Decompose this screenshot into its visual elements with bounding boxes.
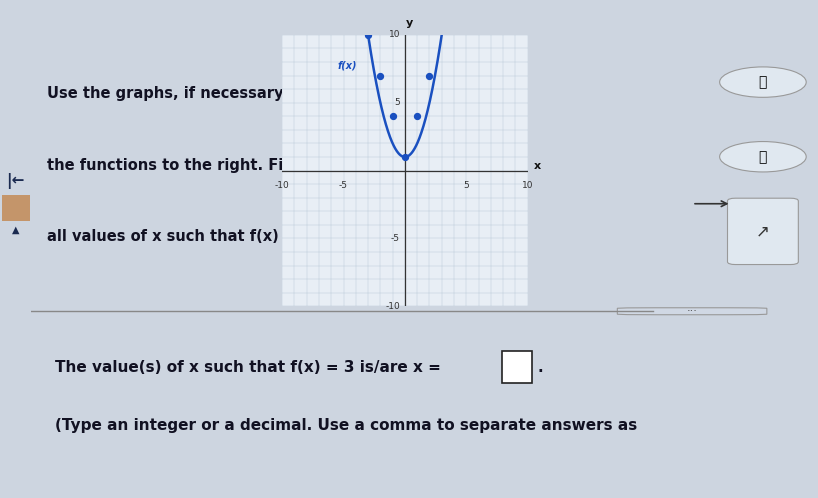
Text: -10: -10 — [385, 302, 400, 311]
Point — [386, 112, 399, 120]
Text: 🔍: 🔍 — [759, 75, 767, 89]
Text: the functions to the right. Find: the functions to the right. Find — [47, 157, 304, 172]
Text: 5: 5 — [463, 181, 470, 190]
Text: ▲: ▲ — [11, 225, 20, 235]
Text: -5: -5 — [339, 181, 348, 190]
Point — [423, 72, 436, 80]
Circle shape — [720, 67, 807, 97]
Text: 🔍: 🔍 — [759, 150, 767, 164]
Text: Use the graphs, if necessary, of: Use the graphs, if necessary, of — [47, 86, 309, 101]
Text: 10: 10 — [389, 30, 400, 39]
Text: -10: -10 — [275, 181, 290, 190]
Text: ↗: ↗ — [756, 223, 770, 241]
Text: x: x — [533, 161, 541, 171]
Text: f(x): f(x) — [337, 61, 357, 71]
Circle shape — [720, 141, 807, 172]
Point — [411, 112, 424, 120]
Point — [398, 153, 411, 161]
Text: |←: |← — [7, 173, 25, 189]
Text: ···: ··· — [686, 306, 698, 316]
FancyBboxPatch shape — [2, 195, 29, 221]
Text: The value(s) of x such that f(x) = 3 is/are x =: The value(s) of x such that f(x) = 3 is/… — [55, 360, 441, 374]
FancyBboxPatch shape — [618, 308, 766, 315]
Text: 10: 10 — [522, 181, 533, 190]
Text: y: y — [407, 18, 413, 28]
Text: all values of x such that f(x) = 3.: all values of x such that f(x) = 3. — [47, 230, 317, 245]
FancyBboxPatch shape — [727, 198, 798, 264]
Text: -5: -5 — [391, 234, 400, 243]
Point — [374, 72, 387, 80]
FancyBboxPatch shape — [501, 351, 532, 383]
Text: (Type an integer or a decimal. Use a comma to separate answers as: (Type an integer or a decimal. Use a com… — [55, 418, 637, 433]
Text: .: . — [538, 360, 543, 374]
Text: 5: 5 — [394, 98, 400, 107]
Point — [362, 31, 375, 39]
